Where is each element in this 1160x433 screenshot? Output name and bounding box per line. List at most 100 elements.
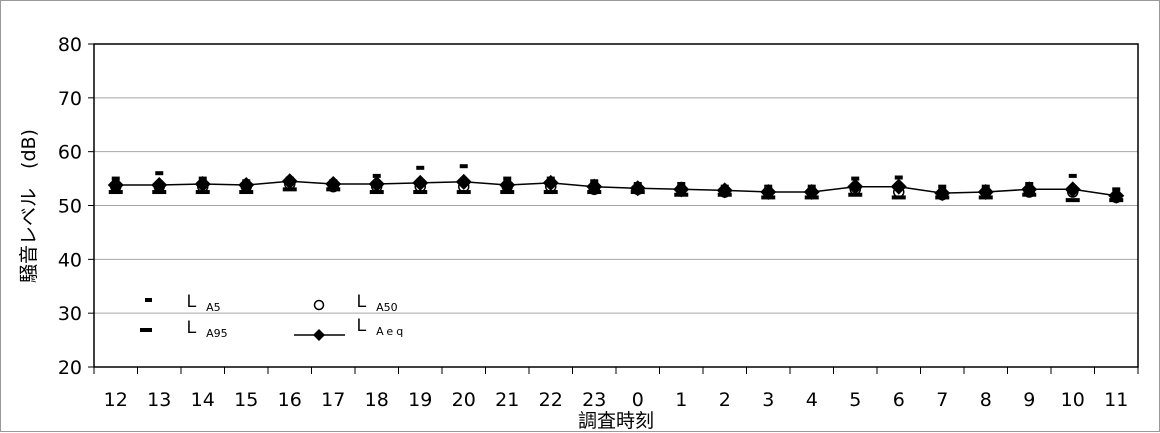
point-laeq-1 <box>673 181 690 198</box>
legend-label-laeq: Ｌ Aeq <box>353 316 406 338</box>
point-la5-10 <box>1068 173 1077 178</box>
x-tick-label-9: 9 <box>1023 389 1035 411</box>
x-tick-label-10: 10 <box>1061 389 1085 411</box>
x-tick-label-21: 21 <box>495 389 519 411</box>
legend-label-la5-sub: A5 <box>206 301 221 314</box>
point-la5-6 <box>894 175 903 180</box>
x-tick-label-18: 18 <box>365 389 389 411</box>
point-la5-19 <box>416 165 425 170</box>
y-tick-label-50: 50 <box>58 196 82 218</box>
x-tick-label-22: 22 <box>539 389 563 411</box>
legend-item-la50: Ｌ A50 <box>313 292 398 314</box>
x-tick-label-0: 0 <box>632 389 644 411</box>
legend-label-la5-main: Ｌ <box>183 292 200 312</box>
y-tick-label-40: 40 <box>58 249 82 271</box>
point-la95-22 <box>543 190 558 195</box>
point-la95-18 <box>369 190 384 195</box>
point-laeq-14 <box>194 175 211 192</box>
point-la5-13 <box>155 171 164 176</box>
point-laeq-12 <box>107 177 124 194</box>
x-tick-label-6: 6 <box>893 389 905 411</box>
legend-item-la95: Ｌ A95 <box>140 318 228 340</box>
legend-label-la95-main: Ｌ <box>183 318 200 338</box>
x-tick-label-1: 1 <box>675 389 687 411</box>
series-la95 <box>108 187 1124 203</box>
point-laeq-17 <box>325 175 342 192</box>
point-laeq-9 <box>1021 181 1038 198</box>
legend-marker-la50 <box>313 299 325 311</box>
y-tick-label-80: 80 <box>58 34 82 56</box>
x-tick-label-17: 17 <box>321 389 345 411</box>
series-la50 <box>110 178 1122 204</box>
point-laeq-2 <box>716 182 733 199</box>
point-laeq-20 <box>455 173 472 190</box>
point-la95-14 <box>195 190 210 195</box>
point-laeq-13 <box>151 177 168 194</box>
point-laeq-6 <box>890 178 907 195</box>
legend: Ｌ A5 Ｌ A95 Ｌ A50 <box>140 292 406 341</box>
series-laeq <box>107 173 1125 204</box>
x-tick-label-8: 8 <box>980 389 992 411</box>
point-laeq-22 <box>542 174 559 191</box>
x-axis-title: 調査時刻 <box>578 410 654 432</box>
point-laeq-19 <box>412 174 429 191</box>
legend-label-la50: Ｌ A50 <box>353 292 398 314</box>
x-tick-label-20: 20 <box>452 389 476 411</box>
point-laeq-7 <box>934 185 951 202</box>
x-tick-label-19: 19 <box>408 389 432 411</box>
point-laeq-5 <box>847 178 864 195</box>
point-laeq-4 <box>803 184 820 201</box>
x-tick-label-16: 16 <box>278 389 302 411</box>
point-laeq-10 <box>1064 181 1081 198</box>
point-la95-5 <box>848 192 863 197</box>
point-laeq-18 <box>368 175 385 192</box>
point-la5-5 <box>851 176 860 181</box>
x-tick-label-2: 2 <box>719 389 731 411</box>
x-tick-label-3: 3 <box>762 389 774 411</box>
point-la95-19 <box>413 190 428 195</box>
x-tick-label-5: 5 <box>849 389 861 411</box>
legend-marker-laeq <box>313 329 325 341</box>
point-laeq-21 <box>499 177 516 194</box>
point-laeq-0 <box>629 180 646 197</box>
series-layer <box>107 164 1125 204</box>
y-tick-label-30: 30 <box>58 303 82 325</box>
y-tick-label-70: 70 <box>58 88 82 110</box>
point-la95-6 <box>891 195 906 200</box>
x-tick-label-7: 7 <box>936 389 948 411</box>
point-la5-20 <box>459 164 468 169</box>
legend-marker-la95 <box>140 328 152 332</box>
x-tick-label-15: 15 <box>234 389 258 411</box>
y-tick-label-60: 60 <box>58 142 82 164</box>
point-la95-16 <box>282 187 297 192</box>
legend-item-la5: Ｌ A5 <box>145 292 221 314</box>
series-line-laeq <box>115 180 1117 197</box>
point-la95-20 <box>456 190 471 195</box>
point-laeq-16 <box>281 173 298 190</box>
legend-label-laeq-sub: Aeq <box>376 325 406 338</box>
x-tick-label-4: 4 <box>806 389 818 411</box>
y-tick-label-20: 20 <box>58 357 82 379</box>
legend-marker-la5 <box>145 298 152 302</box>
point-laeq-15 <box>238 177 255 194</box>
point-laeq-8 <box>977 184 994 201</box>
legend-label-la50-sub: A50 <box>376 301 398 314</box>
x-tick-label-11: 11 <box>1104 389 1128 411</box>
x-tick-label-13: 13 <box>147 389 171 411</box>
x-tick-label-12: 12 <box>104 389 128 411</box>
point-la5-18 <box>372 173 381 178</box>
legend-label-la95-sub: A95 <box>206 327 228 340</box>
point-laeq-3 <box>760 184 777 201</box>
x-tick-label-23: 23 <box>582 389 606 411</box>
gridlines <box>94 97 1138 314</box>
point-laeq-23 <box>586 178 603 195</box>
legend-label-la95: Ｌ A95 <box>183 318 228 340</box>
legend-item-laeq: Ｌ Aeq <box>294 316 406 341</box>
point-laeq-11 <box>1108 187 1125 204</box>
y-axis-title: 騒音レベル (dB) <box>18 129 40 283</box>
legend-label-laeq-main: Ｌ <box>353 316 370 336</box>
point-la95-10 <box>1065 198 1080 203</box>
